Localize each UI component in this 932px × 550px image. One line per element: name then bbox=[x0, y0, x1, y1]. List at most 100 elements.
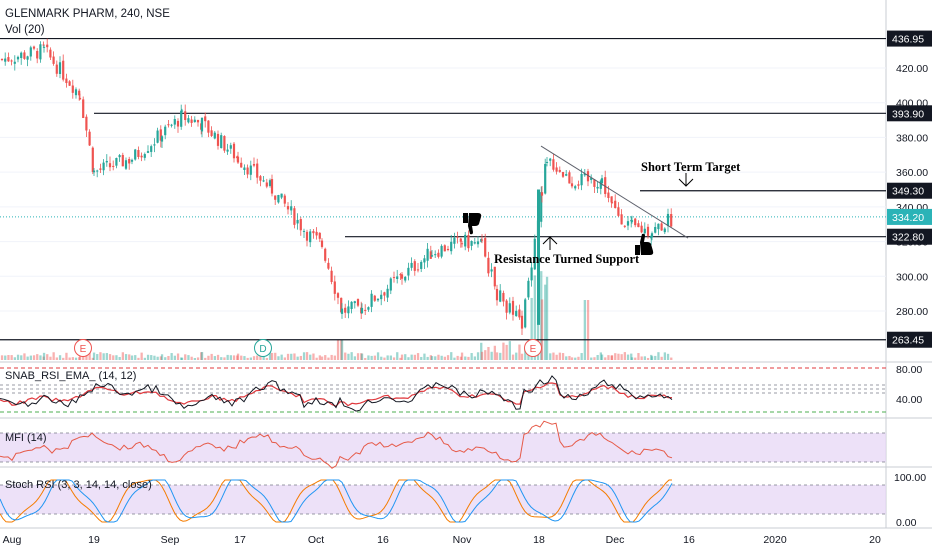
volume-bar bbox=[565, 356, 568, 360]
price-tick: 420.00 bbox=[896, 63, 928, 75]
volume-bar bbox=[430, 356, 434, 360]
price-tick: 280.00 bbox=[896, 306, 928, 318]
dividend-marker[interactable]: D bbox=[254, 339, 272, 357]
candle-body bbox=[42, 46, 46, 48]
candle-body bbox=[508, 303, 511, 313]
volume-bar bbox=[540, 299, 544, 360]
earnings-marker[interactable]: E bbox=[524, 339, 542, 357]
candle-body bbox=[124, 160, 128, 169]
candle-body bbox=[502, 292, 505, 302]
candle-body bbox=[223, 136, 226, 151]
candle-body bbox=[134, 149, 137, 160]
trendline bbox=[540, 145, 689, 239]
candle-body bbox=[216, 133, 220, 146]
volume-bar bbox=[617, 353, 620, 360]
candle-body bbox=[283, 195, 286, 204]
candle-body bbox=[336, 293, 340, 298]
volume-bar bbox=[78, 357, 81, 360]
svg-text:D: D bbox=[259, 344, 266, 355]
volume-bar bbox=[200, 352, 203, 360]
volume-bar bbox=[360, 353, 364, 360]
resistance-support-label[interactable]: Resistance Turned Support bbox=[494, 252, 640, 266]
short-term-target-label[interactable]: Short Term Target bbox=[641, 160, 741, 174]
volume-bar bbox=[143, 357, 146, 360]
volume-bar bbox=[159, 356, 162, 360]
candle-body bbox=[293, 208, 296, 225]
candle-body bbox=[623, 225, 626, 227]
trendline-drawing[interactable] bbox=[540, 145, 689, 239]
time-axis-label: 16 bbox=[683, 534, 695, 546]
volume-bar bbox=[130, 355, 134, 360]
candle-body bbox=[128, 158, 131, 164]
price-axis-tags[interactable]: 436.95 393.90 349.30 334.20 322.80 263.45 bbox=[887, 30, 932, 348]
candle-body bbox=[437, 252, 440, 257]
volume-bar bbox=[456, 355, 459, 360]
volume-bar bbox=[590, 357, 593, 360]
candle-body bbox=[487, 257, 490, 274]
candle-body bbox=[499, 290, 502, 302]
candle-body bbox=[376, 298, 380, 301]
candle-body bbox=[423, 258, 426, 263]
volume-bar bbox=[187, 355, 190, 360]
volume-bar bbox=[396, 352, 399, 360]
volume-bar bbox=[583, 300, 586, 360]
volume-bar bbox=[464, 356, 467, 360]
volume-bar bbox=[280, 354, 283, 360]
symbol-title[interactable]: GLENMARK PHARM, 240, NSE bbox=[5, 8, 170, 20]
volume-bar bbox=[620, 354, 623, 360]
volume-bar bbox=[660, 356, 663, 360]
volume-bar bbox=[26, 356, 29, 360]
price-pane[interactable] bbox=[0, 0, 886, 362]
volume-bar bbox=[364, 357, 367, 360]
volume-bar bbox=[204, 357, 207, 360]
candle-body bbox=[400, 274, 404, 279]
volume-bar bbox=[286, 353, 290, 360]
stoch-label[interactable]: Stoch RSI (3, 3, 14, 14, close) bbox=[5, 479, 152, 491]
volume-bar bbox=[520, 353, 524, 360]
volume-bar bbox=[336, 340, 340, 360]
volume-bar bbox=[150, 355, 153, 360]
mfi-label[interactable]: MFI (14) bbox=[5, 432, 47, 444]
candle-body bbox=[150, 146, 153, 152]
rsi-label[interactable]: SNAB_RSI_EMA_ (14, 12) bbox=[5, 370, 136, 382]
volume-bar bbox=[36, 354, 39, 360]
thumbs-down-icon[interactable] bbox=[463, 213, 482, 235]
candle-body bbox=[196, 119, 200, 123]
volume-bar bbox=[108, 354, 112, 360]
candle-body bbox=[650, 233, 654, 238]
earnings-marker[interactable]: E bbox=[74, 339, 92, 357]
price-tick: 360.00 bbox=[896, 167, 928, 179]
stoch-rsi-indicator bbox=[0, 479, 886, 523]
volume-bar bbox=[55, 357, 58, 360]
stoch-tick: 100.00 bbox=[894, 472, 926, 484]
volume-bar bbox=[443, 356, 446, 360]
candle-body bbox=[220, 135, 223, 149]
volume-bar bbox=[115, 355, 118, 360]
volume-bar bbox=[596, 355, 599, 360]
candle-body bbox=[39, 44, 42, 60]
candle-body bbox=[604, 177, 607, 194]
candle-body bbox=[153, 144, 156, 146]
candle-body bbox=[555, 167, 558, 172]
volume-bar bbox=[487, 346, 490, 360]
down-arrow-icon[interactable] bbox=[678, 173, 694, 187]
rsi-ema-line bbox=[0, 382, 673, 407]
time-axis-label: 20 bbox=[869, 534, 881, 546]
price-tag-label: 263.45 bbox=[892, 335, 924, 347]
rsi-line bbox=[0, 375, 673, 412]
volume-bar bbox=[570, 357, 574, 360]
candle-body bbox=[353, 301, 356, 304]
time-axis[interactable]: Aug 19 Sep 17 Oct 16 Nov 18 Dec 16 2020 20 bbox=[3, 534, 881, 546]
time-axis-label: 2020 bbox=[763, 534, 787, 546]
volume-bar bbox=[246, 357, 249, 360]
volume-bar bbox=[460, 352, 464, 360]
candle-body bbox=[102, 162, 105, 171]
candle-body bbox=[160, 136, 164, 142]
volume-bar bbox=[262, 355, 265, 360]
up-arrow-icon[interactable] bbox=[542, 236, 558, 250]
volume-label[interactable]: Vol (20) bbox=[5, 24, 45, 36]
volume-bar bbox=[252, 356, 256, 360]
thumbs-up-icon[interactable] bbox=[635, 233, 654, 255]
volume-bar bbox=[340, 340, 343, 360]
